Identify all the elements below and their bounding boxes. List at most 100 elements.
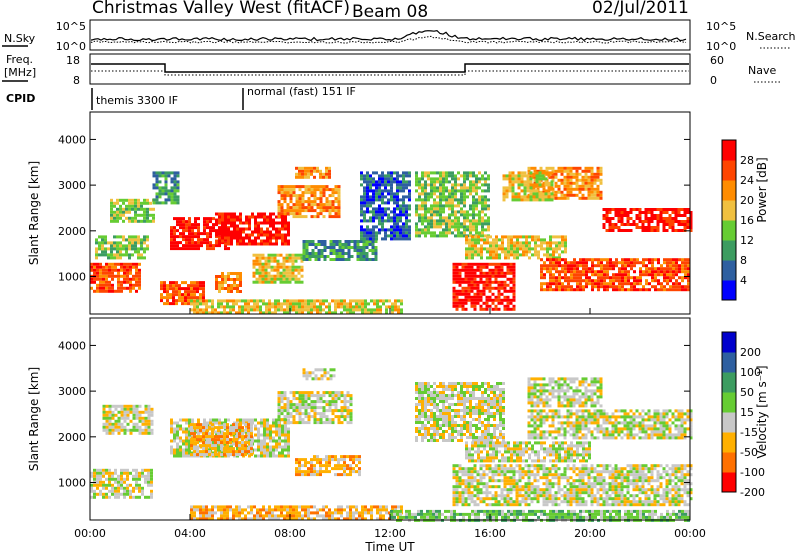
power-cell xyxy=(436,177,439,180)
power-cell xyxy=(466,225,469,228)
power-cell xyxy=(462,305,465,308)
power-cell xyxy=(507,250,510,253)
power-cell xyxy=(269,240,272,243)
velocity-cell xyxy=(308,412,311,415)
velocity-cell xyxy=(269,434,272,437)
power-cell xyxy=(681,276,684,279)
nsearch-tick-bottom: 10^0 xyxy=(706,40,736,53)
power-cell xyxy=(384,189,387,192)
power-cell xyxy=(651,264,654,267)
power-cell xyxy=(594,279,597,282)
power-cell xyxy=(642,288,645,291)
power-cell xyxy=(396,234,399,237)
power-cell xyxy=(503,174,506,177)
power-cell xyxy=(366,183,369,186)
power-cell xyxy=(95,253,98,256)
power-cell xyxy=(208,299,211,302)
power-cell xyxy=(465,281,468,284)
power-cell xyxy=(325,305,328,308)
power-cell xyxy=(366,219,369,222)
power-cell xyxy=(230,219,233,222)
velocity-cell xyxy=(217,435,220,438)
velocity-cell xyxy=(250,444,253,447)
velocity-cell xyxy=(182,443,185,446)
power-cell xyxy=(489,241,492,244)
power-cell xyxy=(296,206,299,209)
power-cell xyxy=(651,279,654,282)
power-cell xyxy=(481,219,484,222)
velocity-cell xyxy=(99,484,102,487)
power-cell xyxy=(194,232,197,235)
power-cell xyxy=(289,260,292,263)
power-cell xyxy=(512,186,515,189)
power-cell xyxy=(660,220,663,223)
power-cell xyxy=(168,189,171,192)
power-cell xyxy=(456,296,459,299)
velocity-cell xyxy=(123,469,126,472)
power-cell xyxy=(551,195,554,198)
power-cell xyxy=(504,299,507,302)
power-cell xyxy=(597,285,600,288)
power-cell xyxy=(567,261,570,264)
power-cell xyxy=(230,216,233,219)
power-cell xyxy=(615,208,618,211)
power-cell xyxy=(630,217,633,220)
power-cell xyxy=(645,217,648,220)
power-cell xyxy=(301,308,304,311)
power-cell xyxy=(96,290,99,293)
power-cell xyxy=(487,216,490,219)
power-cell xyxy=(415,180,418,183)
power-cell xyxy=(369,249,372,252)
power-cell xyxy=(630,261,633,264)
velocity-cell xyxy=(329,391,332,394)
power-cell xyxy=(606,217,609,220)
power-cell xyxy=(280,305,283,308)
power-cell xyxy=(281,212,284,215)
power-cell xyxy=(396,183,399,186)
power-cell xyxy=(501,238,504,241)
power-cell xyxy=(122,214,125,217)
power-cell xyxy=(153,183,156,186)
power-cell xyxy=(597,264,600,267)
power-cell xyxy=(465,241,468,244)
power-cell xyxy=(98,235,101,238)
power-cell xyxy=(486,275,489,278)
power-cell xyxy=(498,256,501,259)
power-cell xyxy=(134,250,137,253)
freq-tick-top: 18 xyxy=(66,54,80,67)
velocity-cell xyxy=(124,408,127,411)
power-cell xyxy=(399,207,402,210)
power-cell xyxy=(480,250,483,253)
power-cell xyxy=(286,254,289,257)
power-cell xyxy=(536,180,539,183)
velocity-cell xyxy=(226,432,229,435)
velocity-cell xyxy=(317,397,320,400)
power-cell xyxy=(506,177,509,180)
power-cell xyxy=(630,285,633,288)
power-cell xyxy=(181,293,184,296)
power-cell xyxy=(516,235,519,238)
power-cell xyxy=(645,258,648,261)
velocity-cell xyxy=(190,447,193,450)
power-cell xyxy=(396,213,399,216)
power-cell xyxy=(129,284,132,287)
power-cell xyxy=(117,275,120,278)
power-cell xyxy=(678,264,681,267)
power-cell xyxy=(149,220,152,223)
power-cell xyxy=(375,192,378,195)
power-cell xyxy=(666,223,669,226)
power-cell xyxy=(465,256,468,259)
power-cell xyxy=(191,244,194,247)
velocity-cell xyxy=(232,453,235,456)
velocity-cell xyxy=(220,447,223,450)
power-cell xyxy=(182,220,185,223)
power-cell xyxy=(621,264,624,267)
velocity-cell xyxy=(99,472,102,475)
power-cell xyxy=(378,210,381,213)
power-cell xyxy=(143,208,146,211)
power-cell xyxy=(642,261,645,264)
power-cell xyxy=(308,200,311,203)
power-cell xyxy=(672,258,675,261)
power-cell xyxy=(338,212,341,215)
power-cell xyxy=(287,206,290,209)
